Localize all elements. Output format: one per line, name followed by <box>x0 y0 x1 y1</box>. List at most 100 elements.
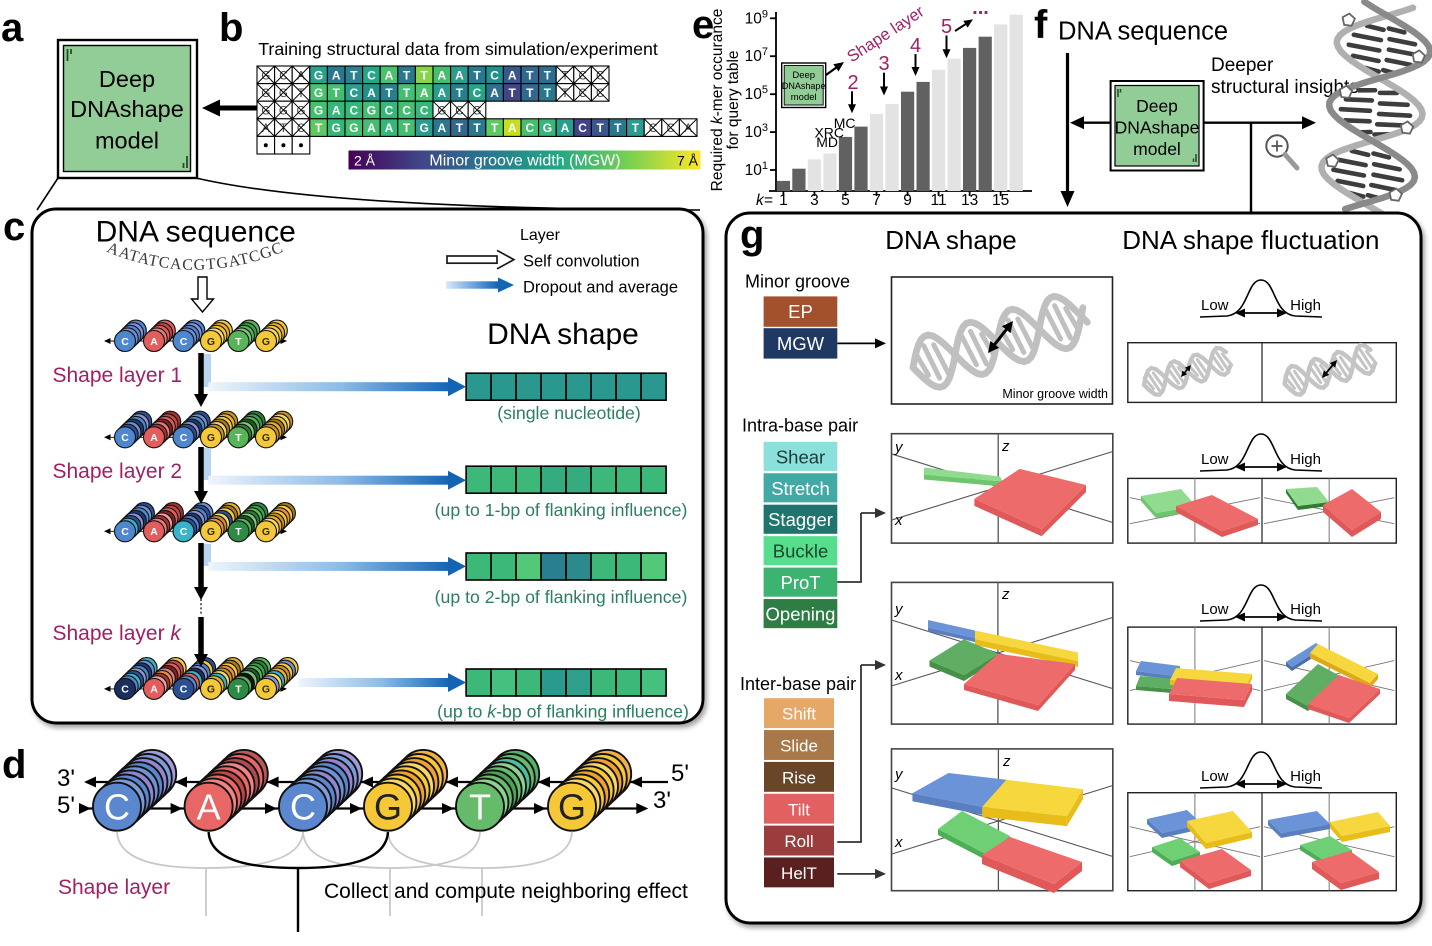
svg-text:Shear: Shear <box>776 446 825 467</box>
svg-text:G: G <box>207 336 215 348</box>
svg-text:structural insights: structural insights <box>1211 77 1359 98</box>
svg-text:G: G <box>297 106 306 118</box>
svg-text:T: T <box>297 88 304 100</box>
svg-text:5: 5 <box>941 16 952 38</box>
svg-text:=: = <box>764 192 773 209</box>
svg-text:T: T <box>526 86 534 100</box>
svg-text:A: A <box>367 121 376 135</box>
svg-text:C: C <box>349 104 358 118</box>
svg-text:G: G <box>262 432 270 444</box>
svg-text:G: G <box>261 106 270 118</box>
svg-text:T: T <box>403 68 411 82</box>
svg-text:T: T <box>526 68 534 82</box>
svg-text:...: ... <box>972 0 989 19</box>
svg-text:Minor groove width (MGW): Minor groove width (MGW) <box>429 153 620 170</box>
svg-text:G: G <box>261 70 270 82</box>
svg-text:Deep: Deep <box>792 70 815 81</box>
svg-text:A: A <box>490 86 499 100</box>
svg-text:C: C <box>104 787 130 828</box>
svg-text:13: 13 <box>961 192 978 209</box>
svg-text:T: T <box>491 121 499 135</box>
svg-text:A: A <box>262 123 270 135</box>
svg-text:G: G <box>262 684 270 696</box>
svg-text:Low: Low <box>1201 601 1229 618</box>
svg-text:A: A <box>385 68 394 82</box>
svg-text:G: G <box>262 526 270 538</box>
svg-text:Minor groove: Minor groove <box>745 272 850 292</box>
svg-text:T: T <box>632 121 640 135</box>
svg-text:C: C <box>578 88 586 100</box>
svg-text:model: model <box>791 92 817 103</box>
svg-text:A: A <box>150 684 158 696</box>
svg-text:c: c <box>3 205 25 249</box>
svg-text:T: T <box>544 86 552 100</box>
svg-text:C: C <box>420 104 429 118</box>
svg-text:Stretch: Stretch <box>771 478 830 499</box>
svg-text:T: T <box>403 86 411 100</box>
svg-text:High: High <box>1290 768 1321 785</box>
svg-text:T: T <box>333 86 341 100</box>
svg-text:G: G <box>314 104 323 118</box>
svg-text:C: C <box>121 336 129 348</box>
svg-text:G: G <box>349 121 358 135</box>
svg-text:Low: Low <box>1201 451 1229 468</box>
svg-text:x: x <box>894 667 903 684</box>
svg-text:DNAshape: DNAshape <box>782 81 826 91</box>
svg-text:T: T <box>614 121 622 135</box>
svg-text:A: A <box>367 86 376 100</box>
svg-text:f: f <box>1034 3 1048 47</box>
svg-text:T: T <box>421 68 429 82</box>
svg-text:Tilt: Tilt <box>788 800 810 819</box>
svg-text:4: 4 <box>910 35 921 57</box>
svg-text:T: T <box>509 86 517 100</box>
svg-text:G: G <box>437 106 446 118</box>
svg-text:C: C <box>279 70 287 82</box>
svg-text:3': 3' <box>57 765 75 792</box>
svg-text:Deep: Deep <box>1136 96 1178 116</box>
svg-text:C: C <box>596 70 604 82</box>
svg-text:DNA shape: DNA shape <box>885 225 1017 255</box>
svg-text:7 Å: 7 Å <box>677 153 699 169</box>
svg-text:z: z <box>1001 586 1010 603</box>
svg-text:G: G <box>279 88 288 100</box>
svg-text:g: g <box>740 213 764 257</box>
svg-text:DNAshape: DNAshape <box>70 96 184 122</box>
svg-text:T: T <box>280 123 287 135</box>
svg-text:Shape layer 1: Shape layer 1 <box>53 364 183 387</box>
svg-text:T: T <box>235 684 242 696</box>
svg-text:2: 2 <box>847 72 858 94</box>
svg-text:Shape layer k: Shape layer k <box>53 622 183 645</box>
svg-text:C: C <box>578 70 586 82</box>
svg-text:Slide: Slide <box>780 737 818 756</box>
svg-text:T: T <box>561 70 568 82</box>
svg-text:C: C <box>649 123 657 135</box>
svg-text:T: T <box>385 86 393 100</box>
svg-text:3: 3 <box>878 53 889 75</box>
svg-text:Minor groove width: Minor groove width <box>1002 387 1108 401</box>
svg-text:C: C <box>596 88 604 100</box>
svg-text:C: C <box>473 86 482 100</box>
svg-text:C: C <box>290 787 316 828</box>
svg-text:d: d <box>2 743 26 787</box>
svg-text:MC: MC <box>834 115 856 131</box>
svg-text:Required k-mer occurance: Required k-mer occurance <box>709 9 726 192</box>
svg-text:5': 5' <box>671 760 689 787</box>
svg-text:Deep: Deep <box>99 66 155 92</box>
svg-text:A: A <box>150 336 158 348</box>
svg-text:model: model <box>1133 139 1181 159</box>
svg-text:(up to k-bp of flanking influe: (up to k-bp of flanking influence) <box>437 702 689 722</box>
svg-text:T: T <box>561 88 568 100</box>
svg-text:x: x <box>894 512 903 529</box>
svg-text:HelT: HelT <box>781 864 817 883</box>
svg-text:T: T <box>403 121 411 135</box>
svg-text:T: T <box>544 68 552 82</box>
svg-text:T: T <box>473 121 481 135</box>
svg-text:G: G <box>367 104 376 118</box>
svg-text:11: 11 <box>931 192 947 209</box>
svg-text:Shape layer 2: Shape layer 2 <box>53 460 183 483</box>
svg-text:Shift: Shift <box>782 705 816 724</box>
svg-text:5': 5' <box>57 792 75 819</box>
svg-text:A: A <box>437 68 446 82</box>
svg-text:C: C <box>180 336 188 348</box>
svg-text:model: model <box>95 128 159 154</box>
